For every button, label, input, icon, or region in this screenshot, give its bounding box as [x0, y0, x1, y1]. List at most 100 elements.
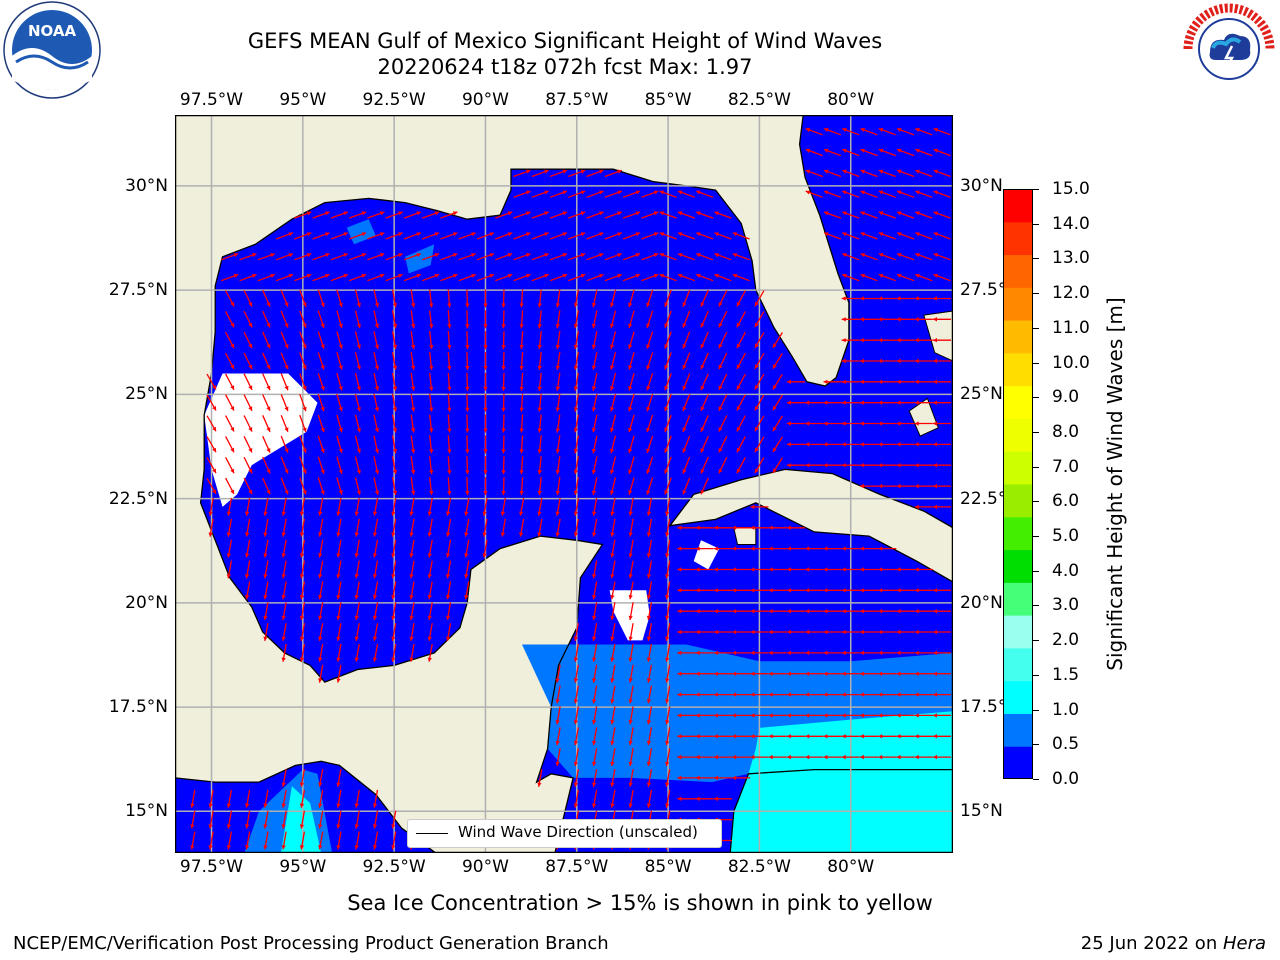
- wave-arrow-790: [225, 290, 235, 307]
- wave-arrow-610: [410, 393, 416, 412]
- wave-arrow-804: [483, 289, 488, 308]
- wave-arrow-752: [914, 338, 933, 343]
- wave-arrow-942: [568, 211, 586, 219]
- wave-arrow-285: [263, 581, 269, 600]
- wave-arrow-531: [465, 435, 470, 454]
- wave-arrow-388: [336, 518, 342, 537]
- colorbar-segment-0: [1003, 746, 1033, 779]
- wave-arrow-140: [860, 713, 878, 718]
- wave-arrow-132: [713, 713, 732, 718]
- lon-tick-top-6: 82.5°W: [727, 90, 791, 110]
- wave-arrow-163: [878, 692, 897, 697]
- wave-arrow-726: [391, 331, 398, 350]
- wave-arrow-818: [736, 290, 746, 307]
- wave-arrow-591: [805, 421, 824, 426]
- wave-arrow-433: [555, 497, 561, 516]
- wave-arrow-830: [294, 273, 312, 282]
- wave-arrow-681: [243, 352, 253, 370]
- wave-arrow-138: [823, 713, 842, 718]
- wave-arrow-903: [403, 232, 422, 240]
- wave-arrow-198: [409, 643, 415, 662]
- wave-arrow-283: [933, 609, 951, 614]
- wave-arrow-223: [299, 623, 306, 642]
- wave-arrow-305: [732, 588, 751, 593]
- lon-tick-bottom-6: 82.5°W: [727, 857, 791, 877]
- wave-arrow-813: [646, 289, 654, 308]
- wave-arrow-676: [878, 379, 897, 384]
- wave-arrow-660: [573, 372, 579, 391]
- wave-arrow-310: [823, 588, 842, 593]
- wave-arrow-710: [772, 353, 783, 369]
- colorbar-tick-mark-15: [1033, 709, 1039, 711]
- wave-arrow-569: [410, 414, 416, 433]
- wave-arrow-294: [427, 581, 433, 600]
- wave-arrow-851: [677, 273, 696, 282]
- wave-arrow-139: [841, 713, 860, 718]
- wave-arrow-68: [537, 768, 543, 787]
- colorbar: [1003, 189, 1033, 779]
- wave-arrow-911: [549, 232, 568, 240]
- wave-arrow-582: [646, 414, 654, 433]
- wave-arrow-72: [628, 768, 634, 787]
- wave-arrow-787: [896, 317, 915, 322]
- wave-arrow-385: [281, 518, 287, 537]
- wave-arrow-295: [445, 581, 452, 600]
- wave-arrow-854: [732, 273, 750, 282]
- wave-arrow-250: [896, 629, 915, 635]
- wave-arrow-965: [641, 190, 659, 198]
- wave-arrow-486: [391, 456, 398, 475]
- wave-arrow-592: [823, 421, 842, 426]
- wave-arrow-118: [860, 734, 878, 739]
- chart-title-line2: 20220624 t18z 072h fcst Max: 1.97: [377, 55, 753, 79]
- wave-arrow-59: [646, 789, 653, 808]
- wave-arrow-990: [933, 169, 951, 178]
- wave-arrow-329: [445, 560, 452, 579]
- wave-arrow-549: [786, 442, 805, 447]
- footer-date-text: 25 Jun 2022 on: [1080, 933, 1223, 954]
- wave-arrow-44: [190, 789, 196, 808]
- wave-arrow-226: [354, 623, 360, 642]
- wave-arrow-839: [458, 273, 476, 282]
- wave-arrow-284: [245, 581, 251, 600]
- wave-arrow-953: [860, 211, 878, 219]
- wave-arrow-267: [646, 602, 653, 621]
- wave-arrow-544: [700, 435, 709, 453]
- wave-arrow-687: [354, 352, 361, 370]
- colorbar-segment-10: [1003, 418, 1033, 452]
- wave-arrow-297: [592, 581, 598, 600]
- wave-arrow-441: [914, 504, 933, 510]
- wave-arrow-602: [262, 394, 271, 412]
- wave-arrow-439: [665, 497, 671, 516]
- wave-arrow-596: [896, 421, 915, 426]
- wave-arrow-127: [628, 706, 634, 725]
- wave-arrow-520: [262, 435, 271, 453]
- wave-arrow-812: [628, 289, 635, 308]
- wave-arrow-419: [299, 497, 306, 516]
- wave-arrow-970: [823, 190, 842, 198]
- wave-arrow-653: [447, 372, 452, 391]
- wave-arrow-764: [410, 310, 416, 329]
- wave-arrow-770: [519, 310, 524, 329]
- wave-arrow-868: [348, 253, 367, 261]
- colorbar-tick-mark-6: [1033, 397, 1039, 399]
- wave-arrow-565: [336, 414, 343, 433]
- wave-arrow-639: [933, 400, 951, 405]
- wave-arrow-93: [805, 754, 824, 760]
- wave-arrow-886: [677, 253, 696, 261]
- gulf-of-mexico-map: [175, 115, 953, 853]
- wave-arrow-463: [573, 477, 579, 496]
- wave-arrow-460: [519, 477, 524, 496]
- wave-arrow-324: [354, 560, 360, 579]
- wave-arrow-298: [610, 581, 616, 600]
- wave-arrow-497: [591, 456, 598, 475]
- wave-arrow-332: [610, 560, 616, 579]
- wave-arrow-421: [336, 497, 342, 516]
- wave-arrow-137: [805, 713, 824, 718]
- colorbar-tick-1: 14.0: [1052, 213, 1090, 234]
- wave-arrow-643: [262, 373, 271, 391]
- wave-arrow-509: [805, 463, 824, 468]
- wave-arrow-571: [447, 414, 452, 433]
- wave-arrow-483: [336, 456, 343, 475]
- wave-arrow-507: [772, 457, 783, 474]
- wave-arrow-100: [933, 754, 951, 760]
